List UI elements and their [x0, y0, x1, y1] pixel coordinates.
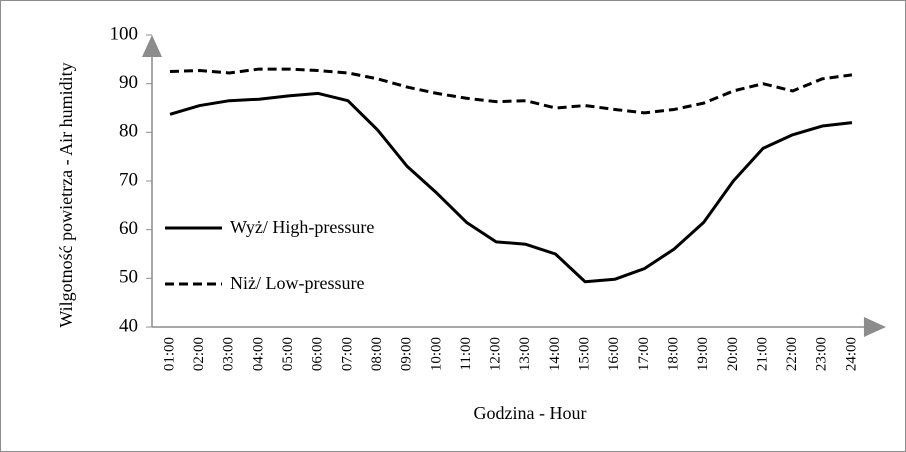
x-tick-label: 08:00	[369, 337, 385, 371]
x-axis-title: Godzina - Hour	[474, 403, 587, 423]
x-tick-label: 20:00	[725, 337, 741, 371]
legend-label: Wyż/ High-pressure	[230, 217, 374, 237]
x-tick-label: 14:00	[547, 337, 563, 371]
line-series	[169, 91, 853, 284]
x-tick-label: 12:00	[488, 337, 504, 371]
x-tick-label: 16:00	[606, 337, 622, 371]
x-tick-label: 01:00	[161, 337, 177, 371]
y-tick-label: 100	[110, 23, 139, 44]
x-tick-label: 05:00	[280, 337, 296, 371]
y-tick-label: 90	[119, 72, 138, 93]
x-tick-label: 19:00	[695, 337, 711, 371]
x-tick-label: 07:00	[339, 337, 355, 371]
x-tick-label: 24:00	[843, 337, 859, 371]
x-tick-label: 23:00	[814, 337, 830, 371]
y-tick-label: 70	[119, 169, 138, 190]
y-tick-label: 40	[119, 315, 138, 336]
x-tick-label: 22:00	[784, 337, 800, 371]
y-tick-label: 50	[119, 267, 138, 288]
legend-label: Niż/ Low-pressure	[230, 273, 364, 293]
x-tick-label: 06:00	[310, 337, 326, 371]
x-tick-label: 02:00	[191, 337, 207, 371]
x-axis-arrow	[863, 317, 886, 337]
x-tick-label: 04:00	[250, 337, 266, 371]
x-tick-label: 10:00	[428, 337, 444, 371]
x-tick-label: 03:00	[221, 337, 237, 371]
y-axis-arrow	[142, 35, 162, 57]
x-tick-label: 18:00	[665, 337, 681, 371]
x-tick-label: 21:00	[754, 337, 770, 371]
y-tick-label: 60	[119, 218, 138, 239]
x-tick-label: 09:00	[399, 337, 415, 371]
x-tick-label: 13:00	[517, 337, 533, 371]
x-tick-label: 17:00	[636, 337, 652, 371]
line-series	[169, 67, 853, 115]
x-tick-label: 15:00	[577, 337, 593, 371]
y-tick-label: 80	[119, 121, 138, 142]
x-tick-label: 11:00	[458, 337, 474, 371]
y-axis-title: Wilgotność powietrza - Air humidity	[56, 62, 76, 327]
